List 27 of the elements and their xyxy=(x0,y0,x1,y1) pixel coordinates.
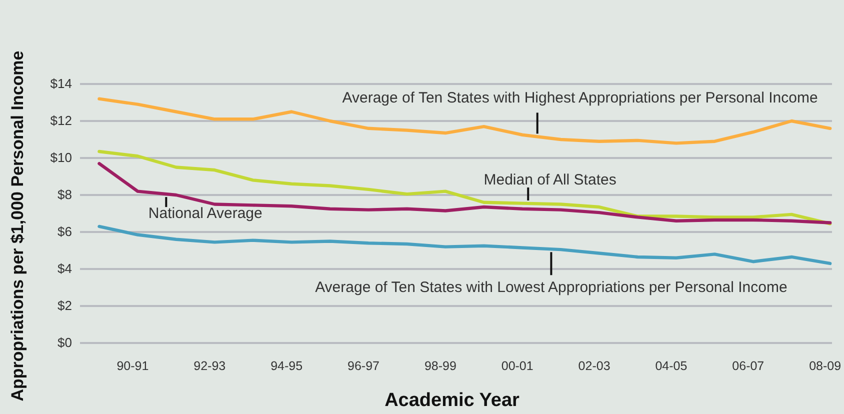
y-tick-label: $10 xyxy=(50,150,72,166)
x-tick-label: 90-91 xyxy=(116,358,149,373)
y-tick-label: $14 xyxy=(50,76,72,92)
series-label: Median of All States xyxy=(484,171,616,188)
x-tick-label: 96-97 xyxy=(348,358,380,373)
x-tick-label: 94-95 xyxy=(270,358,303,373)
y-tick-label: $2 xyxy=(58,298,72,314)
y-tick-label: $4 xyxy=(58,261,72,276)
x-axis-title: Academic Year xyxy=(384,390,520,411)
series-label: National Average xyxy=(148,205,262,222)
y-tick-label: $6 xyxy=(58,224,72,240)
series-label: Average of Ten States with Highest Appropriations per Personal Income xyxy=(342,90,818,107)
series-label: Average of Ten States with Lowest Appropriations per Personal Income xyxy=(315,279,788,296)
x-tick-label: 04-05 xyxy=(655,358,688,373)
x-tick-label: 00-01 xyxy=(501,358,534,373)
x-tick-label: 08-09 xyxy=(809,358,842,373)
y-tick-label: $0 xyxy=(58,335,72,350)
line-series xyxy=(98,150,832,226)
x-tick-label: 06-07 xyxy=(732,358,764,373)
line-series xyxy=(98,224,832,266)
y-axis-title: Appropriations per $1,000 Personal Income xyxy=(8,50,27,402)
y-tick-label: $12 xyxy=(50,113,72,128)
x-tick-label: 98-99 xyxy=(424,358,456,373)
x-tick-label: 02-03 xyxy=(578,358,610,373)
y-tick-label: $8 xyxy=(58,187,72,202)
x-tick-label: 92-93 xyxy=(194,358,226,373)
line-series xyxy=(98,162,832,224)
